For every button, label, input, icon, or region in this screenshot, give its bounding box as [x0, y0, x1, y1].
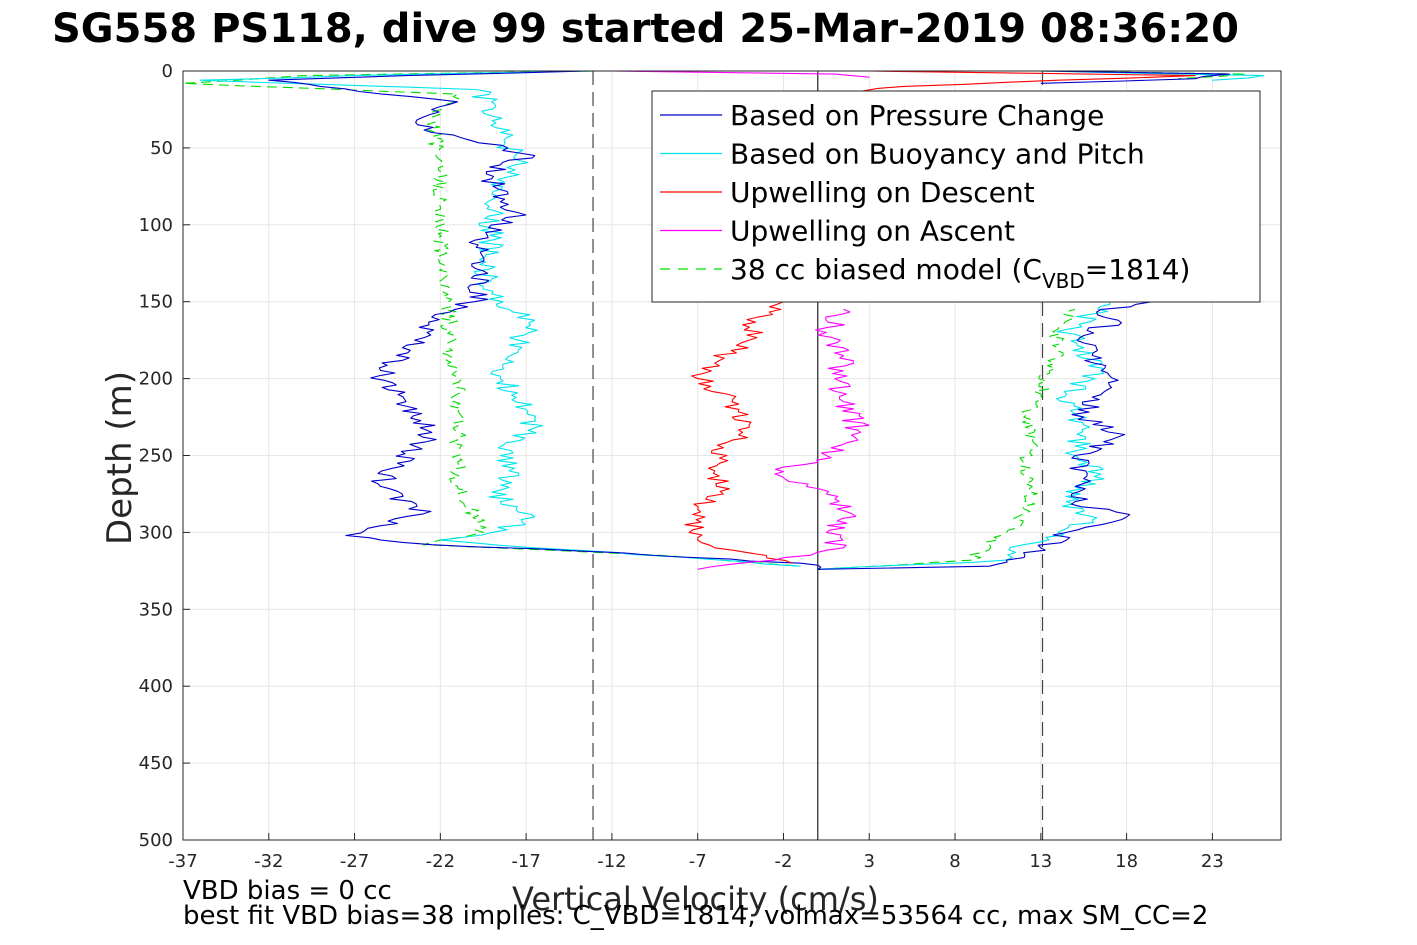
legend-label: Based on Buoyancy and Pitch — [730, 138, 1145, 171]
chart-title: SG558 PS118, dive 99 started 25-Mar-2019… — [52, 6, 1239, 52]
x-tick-label: 13 — [1029, 851, 1052, 872]
x-tick-label: -37 — [168, 851, 197, 872]
x-tick-label: 18 — [1115, 851, 1138, 872]
series-line — [199, 70, 801, 567]
x-tick-label: 3 — [864, 851, 875, 872]
x-tick-label: -7 — [689, 851, 707, 872]
series-line — [684, 301, 793, 564]
ascent-series-line — [611, 70, 870, 78]
y-tick-label: 150 — [139, 292, 173, 313]
x-tick-label: 8 — [949, 851, 960, 872]
vbd-bias-note: VBD bias = 0 cc — [183, 876, 392, 906]
y-tick-label: 200 — [139, 369, 173, 390]
best-fit-note: best fit VBD bias=38 implies: C_VBD=1814… — [183, 901, 1209, 931]
series-line — [697, 308, 870, 570]
tick-layer: -37 -32 -27 -22 -17 -12 -7 -2 3 8 13 18 23 0 50 100 150 2… — [139, 61, 1224, 872]
legend-label: Upwelling on Ascent — [730, 215, 1015, 248]
x-tick-label: -2 — [774, 851, 792, 872]
y-tick-label: 50 — [150, 138, 173, 159]
ascent-series-line — [852, 70, 1196, 94]
y-tick-label: 250 — [139, 446, 173, 467]
legend: Based on Pressure Change Based on Buoyanc… — [651, 90, 1261, 303]
x-tick-label: -27 — [340, 851, 369, 872]
x-tick-label: -12 — [597, 851, 626, 872]
y-tick-label: 350 — [139, 599, 173, 620]
legend-label: 38 cc biased model (CVBD=1814) — [730, 253, 1190, 293]
ascent-series-line — [817, 308, 1076, 570]
x-tick-label: 23 — [1201, 851, 1224, 872]
legend-label: Based on Pressure Change — [730, 99, 1104, 132]
y-axis-label: Depth (m) — [100, 370, 140, 546]
y-tick-label: 100 — [139, 215, 173, 236]
legend-box — [651, 90, 1261, 303]
legend-label: Upwelling on Descent — [730, 176, 1035, 209]
series-layer — [182, 70, 1265, 570]
x-tick-label: -17 — [511, 851, 540, 872]
y-tick-label: 450 — [139, 753, 173, 774]
y-tick-label: 0 — [162, 61, 173, 82]
ascent-series-line — [1040, 70, 1231, 84]
x-tick-label: -22 — [426, 851, 455, 872]
series-line — [268, 70, 822, 570]
y-tick-label: 500 — [139, 830, 173, 851]
y-tick-label: 400 — [139, 676, 173, 697]
x-tick-label: -32 — [254, 851, 283, 872]
ascent-series-line — [817, 301, 1111, 570]
x-axis-label: Vertical Velocity (cm/s) — [512, 880, 879, 918]
series-line — [182, 70, 801, 567]
y-tick-label: 300 — [139, 522, 173, 543]
ascent-series-line — [817, 301, 1153, 570]
